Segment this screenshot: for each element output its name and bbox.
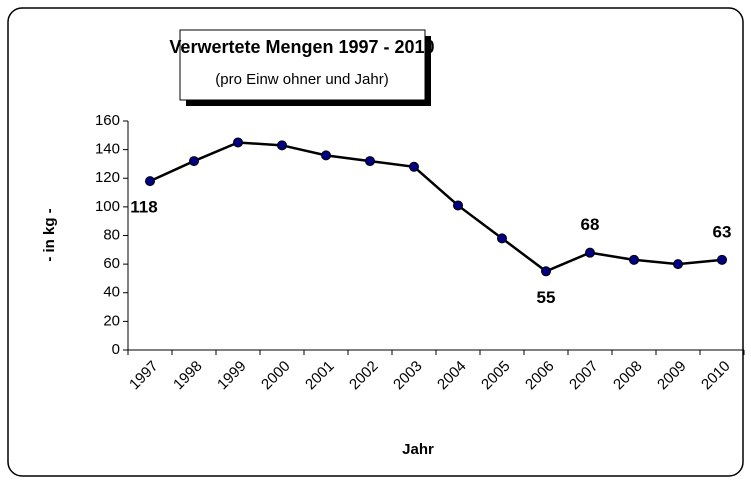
y-tick-label: 60	[103, 255, 120, 272]
data-label: 118	[130, 198, 157, 217]
data-point	[409, 161, 419, 172]
data-point	[673, 259, 683, 270]
data-point	[365, 156, 375, 167]
data-label: 55	[537, 288, 556, 307]
data-point	[145, 176, 155, 187]
title-box	[179, 29, 426, 101]
y-tick-label: 160	[95, 112, 120, 129]
y-axis-label: - in kg -	[41, 208, 58, 261]
data-point	[189, 156, 199, 167]
y-tick-label: 120	[95, 169, 120, 186]
data-point	[717, 254, 727, 265]
data-line	[149, 141, 723, 273]
data-point	[497, 233, 507, 244]
chart-subtitle: (pro Einw ohner und Jahr)	[215, 71, 388, 88]
data-point	[453, 200, 463, 211]
y-tick-label: 80	[103, 226, 120, 243]
chart-title: Verwertete Mengen 1997 - 2010	[169, 37, 434, 57]
data-point	[541, 266, 551, 277]
chart-frame	[7, 7, 744, 477]
data-point	[233, 137, 243, 148]
data-point	[629, 254, 639, 265]
y-tick-label: 140	[95, 141, 120, 158]
data-label: 68	[581, 215, 600, 234]
y-tick-label: 40	[103, 284, 120, 301]
data-label: 63	[713, 222, 732, 241]
y-tick-label: 0	[112, 341, 120, 358]
data-point	[585, 247, 595, 258]
x-axis-label: Jahr	[402, 441, 434, 458]
y-tick-label: 20	[103, 312, 120, 329]
data-point	[277, 140, 287, 151]
data-point	[321, 150, 331, 161]
y-tick-label: 100	[95, 198, 120, 215]
